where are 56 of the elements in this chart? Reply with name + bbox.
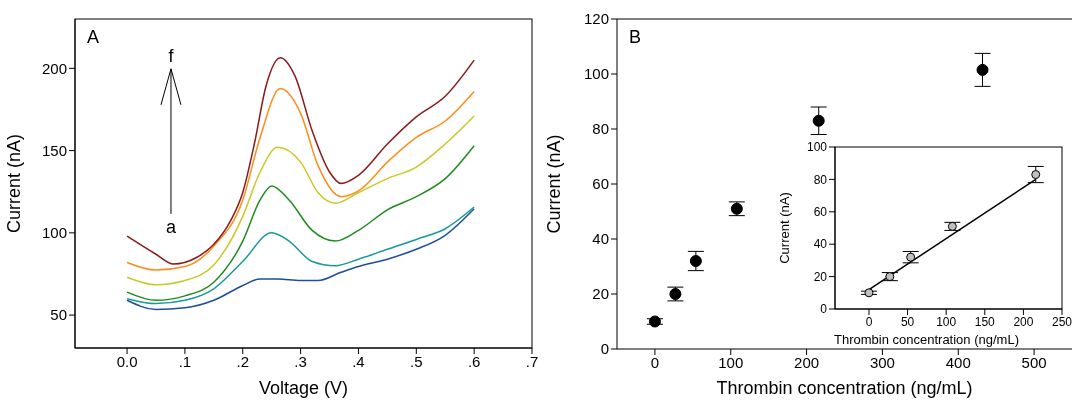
x-tick-label: 0: [650, 353, 660, 371]
x-tick-label: 500: [1021, 353, 1047, 371]
x-tick-label: .3: [294, 352, 307, 370]
x-tick-label: 300: [869, 353, 895, 371]
y-tick-label: 40: [592, 230, 609, 248]
y-tick-label: 20: [813, 269, 828, 284]
x-tick-label: 0: [865, 314, 873, 329]
y-tick-label: 60: [592, 175, 609, 193]
point: [976, 63, 989, 76]
x-axis-title: Thrombin concentration (ng/mL): [834, 332, 1019, 347]
x-tick-label: 150: [974, 314, 996, 329]
x-tick-label: .1: [178, 352, 192, 370]
y-axis-title: Current (nA): [544, 134, 565, 234]
y-tick-label: 100: [583, 65, 609, 83]
point: [885, 272, 895, 282]
annotation: f: [168, 45, 175, 66]
y-tick-label: 80: [813, 172, 828, 187]
x-tick-label: 200: [1013, 314, 1034, 329]
y-tick-label: 40: [813, 237, 828, 252]
point: [1031, 170, 1041, 180]
y-axis-title: Current (nA): [4, 133, 25, 234]
y-tick-label: 100: [806, 140, 828, 155]
annotation: a: [165, 216, 177, 237]
y-tick-label: 100: [41, 224, 67, 242]
x-tick-label: 100: [718, 353, 744, 371]
x-tick-label: .4: [352, 352, 365, 370]
point: [812, 114, 825, 127]
x-tick-label: 50: [900, 314, 915, 329]
x-tick-label: 400: [945, 353, 971, 371]
point: [864, 288, 874, 298]
x-tick-label: 250: [1051, 314, 1072, 329]
x-tick-label: 0.0: [116, 352, 138, 370]
y-tick-label: 80: [592, 120, 609, 138]
y-tick-label: 20: [592, 285, 609, 303]
y-axis-title: Current (nA): [776, 192, 792, 264]
x-tick-label: .7: [525, 352, 539, 370]
x-tick-label: 100: [936, 314, 957, 329]
y-tick-label: 0: [600, 340, 609, 358]
y-tick-label: 60: [813, 205, 828, 220]
x-axis-title: Voltage (V): [258, 378, 349, 398]
x-axis-title: Thrombin concentration (ng/mL): [716, 378, 973, 398]
line-series: [126, 115, 475, 286]
x-tick-label: .2: [236, 352, 250, 370]
y-tick-label: 0: [820, 302, 828, 317]
y-tick-label: 200: [41, 59, 67, 77]
y-tick-label: 120: [583, 10, 609, 28]
annotation: B: [629, 27, 642, 47]
x-tick-label: .6: [467, 352, 481, 370]
annotation: A: [87, 27, 100, 47]
point: [947, 221, 957, 231]
point: [906, 252, 916, 262]
x-tick-label: .5: [410, 352, 423, 370]
line-series: [126, 87, 475, 271]
line-series: [126, 144, 475, 302]
point: [689, 255, 702, 267]
y-tick-label: 150: [41, 141, 67, 159]
